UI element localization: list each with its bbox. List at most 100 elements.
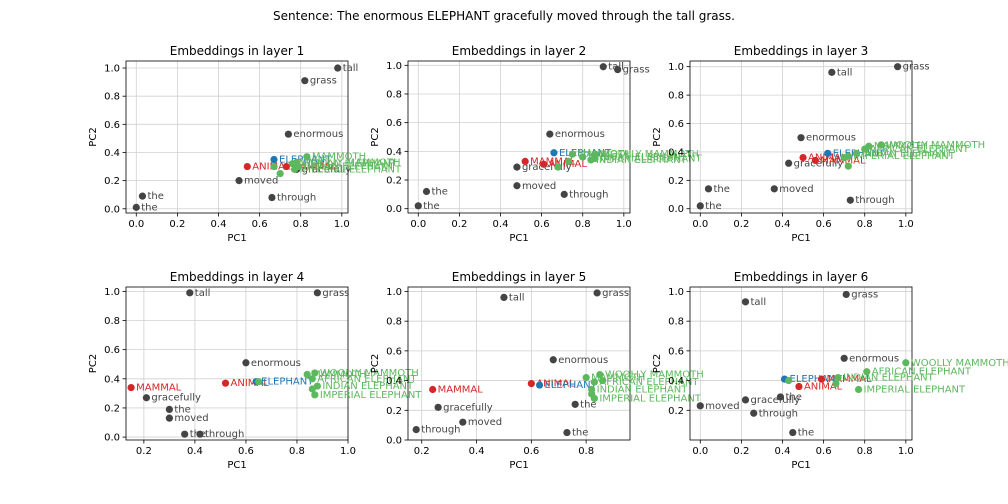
point-annotation: ANIMAL bbox=[536, 379, 575, 390]
data-point bbox=[817, 375, 826, 383]
point-annotation: IMPERIAL ELEPHANT bbox=[600, 154, 702, 165]
data-point bbox=[840, 153, 848, 162]
point-annotation: the bbox=[580, 399, 596, 410]
point-annotation: WOOLLY MAMMOTH bbox=[911, 358, 1008, 369]
data-point bbox=[696, 402, 704, 410]
x-tick-label: 0.0 bbox=[128, 219, 144, 230]
point-annotation: MAMMOTH bbox=[874, 141, 928, 152]
point-annotation: grass bbox=[310, 76, 337, 87]
x-tick-label: 0.6 bbox=[252, 219, 268, 230]
point-annotation: MAMMOTH bbox=[312, 152, 366, 163]
point-annotation: ELEPHANT bbox=[790, 374, 843, 385]
x-tick-label: 0.8 bbox=[578, 446, 594, 457]
point-annotation: tall bbox=[509, 292, 525, 303]
data-point bbox=[434, 403, 442, 411]
data-point bbox=[221, 379, 230, 387]
data-point bbox=[568, 150, 577, 158]
point-annotation: through bbox=[569, 189, 608, 200]
point-annotation: gracefully bbox=[302, 164, 352, 175]
point-annotation: WOOLLY MAMMOTH bbox=[886, 140, 985, 151]
data-point bbox=[799, 153, 807, 162]
data-point bbox=[303, 370, 311, 379]
y-tick-label: 0.2 bbox=[386, 406, 402, 417]
data-point bbox=[824, 149, 832, 157]
data-point bbox=[614, 66, 622, 74]
point-annotation: IMPERIAL ELEPHANT bbox=[853, 151, 955, 162]
data-point bbox=[770, 185, 778, 193]
x-tick-label: 0.2 bbox=[414, 446, 430, 457]
subplot-layer-2: 0.0 0.2 0.4 0.6 0.8 1.0 0.0 0.2 0.4 0.6 0.8 1.0 Embe… bbox=[370, 44, 703, 244]
data-point bbox=[861, 145, 869, 153]
data-point bbox=[311, 369, 319, 377]
y-tick-label: 0.8 bbox=[668, 317, 684, 328]
point-annotation: AFRICAN ELEPHANT bbox=[872, 367, 972, 378]
data-point bbox=[591, 154, 599, 163]
data-point bbox=[270, 162, 278, 171]
x-tick-label: 0.8 bbox=[293, 219, 309, 230]
data-point bbox=[593, 289, 601, 297]
point-annotation: AFRICAN ELEPHANT bbox=[599, 377, 699, 388]
y-tick-label: 0.4 bbox=[104, 148, 120, 159]
data-point bbox=[414, 202, 422, 210]
y-tick-label: 0.6 bbox=[668, 119, 684, 130]
point-annotation: the bbox=[785, 392, 801, 403]
x-axis-label: PC1 bbox=[227, 460, 246, 471]
data-point bbox=[832, 379, 840, 388]
data-point bbox=[776, 393, 785, 401]
subplot-title: Embeddings in layer 4 bbox=[170, 270, 304, 284]
y-tick-label: 0.4 bbox=[386, 147, 402, 158]
point-annotation: enormous bbox=[558, 355, 608, 366]
data-point bbox=[546, 130, 554, 138]
point-annotation: IMPERIAL ELEPHANT bbox=[864, 384, 966, 395]
subplot-layer-5: 0.2 0.4 0.6 0.8 0.0 0.2 0.4 0.6 0.8 1.0 Embeddings… bbox=[370, 270, 704, 471]
x-axis-label: PC1 bbox=[509, 233, 528, 244]
y-tick-label: 1.0 bbox=[104, 287, 120, 298]
y-axis-label: PC2 bbox=[370, 127, 381, 146]
data-point bbox=[290, 165, 299, 173]
data-point bbox=[834, 374, 842, 382]
y-tick-label: 0.2 bbox=[104, 176, 120, 187]
data-point bbox=[785, 159, 793, 167]
subplot-title: Embeddings in layer 5 bbox=[452, 270, 586, 284]
data-point bbox=[902, 359, 910, 367]
x-tick-label: 0.2 bbox=[451, 219, 467, 230]
data-point bbox=[235, 177, 243, 185]
x-tick-label: 0.4 bbox=[469, 446, 485, 457]
y-tick-label: 1.0 bbox=[668, 62, 684, 73]
point-annotation: the bbox=[714, 184, 730, 195]
point-annotation: the bbox=[798, 428, 814, 439]
y-tick-label: 1.0 bbox=[386, 287, 402, 298]
point-annotation: IMPERIAL ELEPHANT bbox=[300, 164, 402, 175]
x-tick-label: 0.6 bbox=[816, 446, 832, 457]
data-point bbox=[852, 149, 861, 157]
point-annotation: MAMMAL bbox=[291, 162, 337, 173]
data-point bbox=[242, 359, 250, 367]
subplot-layer-1: 0.0 0.2 0.4 0.6 0.8 1.0 0.0 0.2 0.4 0.6 0.8 1.0 Embe… bbox=[88, 44, 402, 244]
y-tick-label: 0.8 bbox=[386, 89, 402, 100]
point-annotation: grass bbox=[851, 289, 878, 300]
y-tick-label: 0.8 bbox=[668, 91, 684, 102]
data-point bbox=[268, 193, 276, 202]
data-point bbox=[894, 63, 902, 71]
point-annotation: through bbox=[855, 195, 894, 206]
point-annotation: MAMMAL bbox=[530, 156, 576, 167]
figure-title: Sentence: The enormous ELEPHANT graceful… bbox=[273, 9, 735, 23]
point-annotation: gracefully bbox=[151, 393, 201, 404]
y-tick-label: 0.8 bbox=[386, 317, 402, 328]
y-axis-label: PC2 bbox=[88, 127, 99, 146]
y-tick-label: 0.0 bbox=[386, 204, 402, 215]
point-annotation: moved bbox=[522, 181, 556, 192]
x-tick-label: 1.0 bbox=[898, 219, 914, 230]
point-annotation: AFRICAN ELEPHANT bbox=[870, 144, 970, 155]
x-axis-label: PC1 bbox=[227, 233, 246, 244]
data-point bbox=[564, 157, 572, 165]
x-axis-label: PC1 bbox=[791, 460, 810, 471]
y-tick-label: 1.0 bbox=[386, 61, 402, 72]
point-annotation: tall bbox=[751, 297, 767, 308]
x-tick-label: 1.0 bbox=[898, 446, 914, 457]
point-annotation: moved bbox=[174, 413, 208, 424]
point-annotation: the bbox=[572, 428, 588, 439]
point-annotation: the bbox=[432, 186, 448, 197]
x-tick-label: 1.0 bbox=[340, 446, 356, 457]
point-annotation: the bbox=[141, 202, 157, 213]
